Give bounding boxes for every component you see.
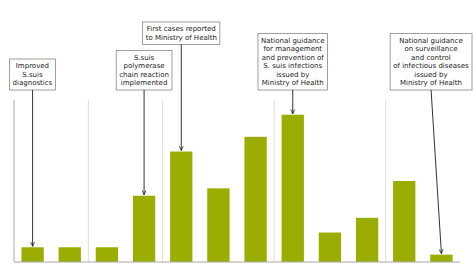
annotation-box <box>10 59 56 90</box>
separator <box>88 100 89 262</box>
bar <box>430 255 452 262</box>
x-axis <box>14 262 460 263</box>
annotation-arrow <box>431 90 441 254</box>
bar <box>282 115 304 262</box>
annotation: National guidancefor managementand preve… <box>258 34 328 91</box>
bar <box>59 247 81 262</box>
annotation-box <box>258 34 328 91</box>
annotation-arrow <box>181 45 182 151</box>
annotation-text: First cases reportedto Ministry of Healt… <box>146 25 217 42</box>
separator <box>162 100 163 262</box>
annotation-text: ImprovedS.suisdiagnostics <box>13 62 53 87</box>
bar <box>393 181 415 262</box>
bar <box>21 247 43 262</box>
annotation-arrow <box>292 90 293 114</box>
annotation-text: National guidanceon surveillanceand cont… <box>393 37 469 88</box>
annotation: S.suispolymerasechain reactionimplemente… <box>116 51 172 91</box>
annotation-arrow <box>32 90 33 246</box>
bars <box>21 115 452 262</box>
y-axis <box>14 100 15 262</box>
annotation-arrow <box>144 90 145 195</box>
annotation: ImprovedS.suisdiagnostics <box>10 59 56 90</box>
separator <box>274 100 275 262</box>
bar <box>207 188 229 262</box>
bar <box>319 233 341 262</box>
annotation-text: National guidancefor managementand preve… <box>261 37 325 88</box>
bar <box>96 247 118 262</box>
bar <box>133 196 155 262</box>
annotation-box <box>390 34 472 91</box>
annotation-text: S.suispolymerasechain reactionimplemente… <box>119 54 169 88</box>
annotation: First cases reportedto Ministry of Healt… <box>143 22 220 45</box>
annotation-box <box>143 22 220 45</box>
bar <box>244 137 266 262</box>
annotation: National guidanceon surveillanceand cont… <box>390 34 472 91</box>
annotation-box <box>116 51 172 91</box>
separator <box>385 100 386 262</box>
bar <box>170 152 192 262</box>
bar <box>356 218 378 262</box>
chart: ImprovedS.suisdiagnostics S.suispolymeras… <box>0 0 474 278</box>
